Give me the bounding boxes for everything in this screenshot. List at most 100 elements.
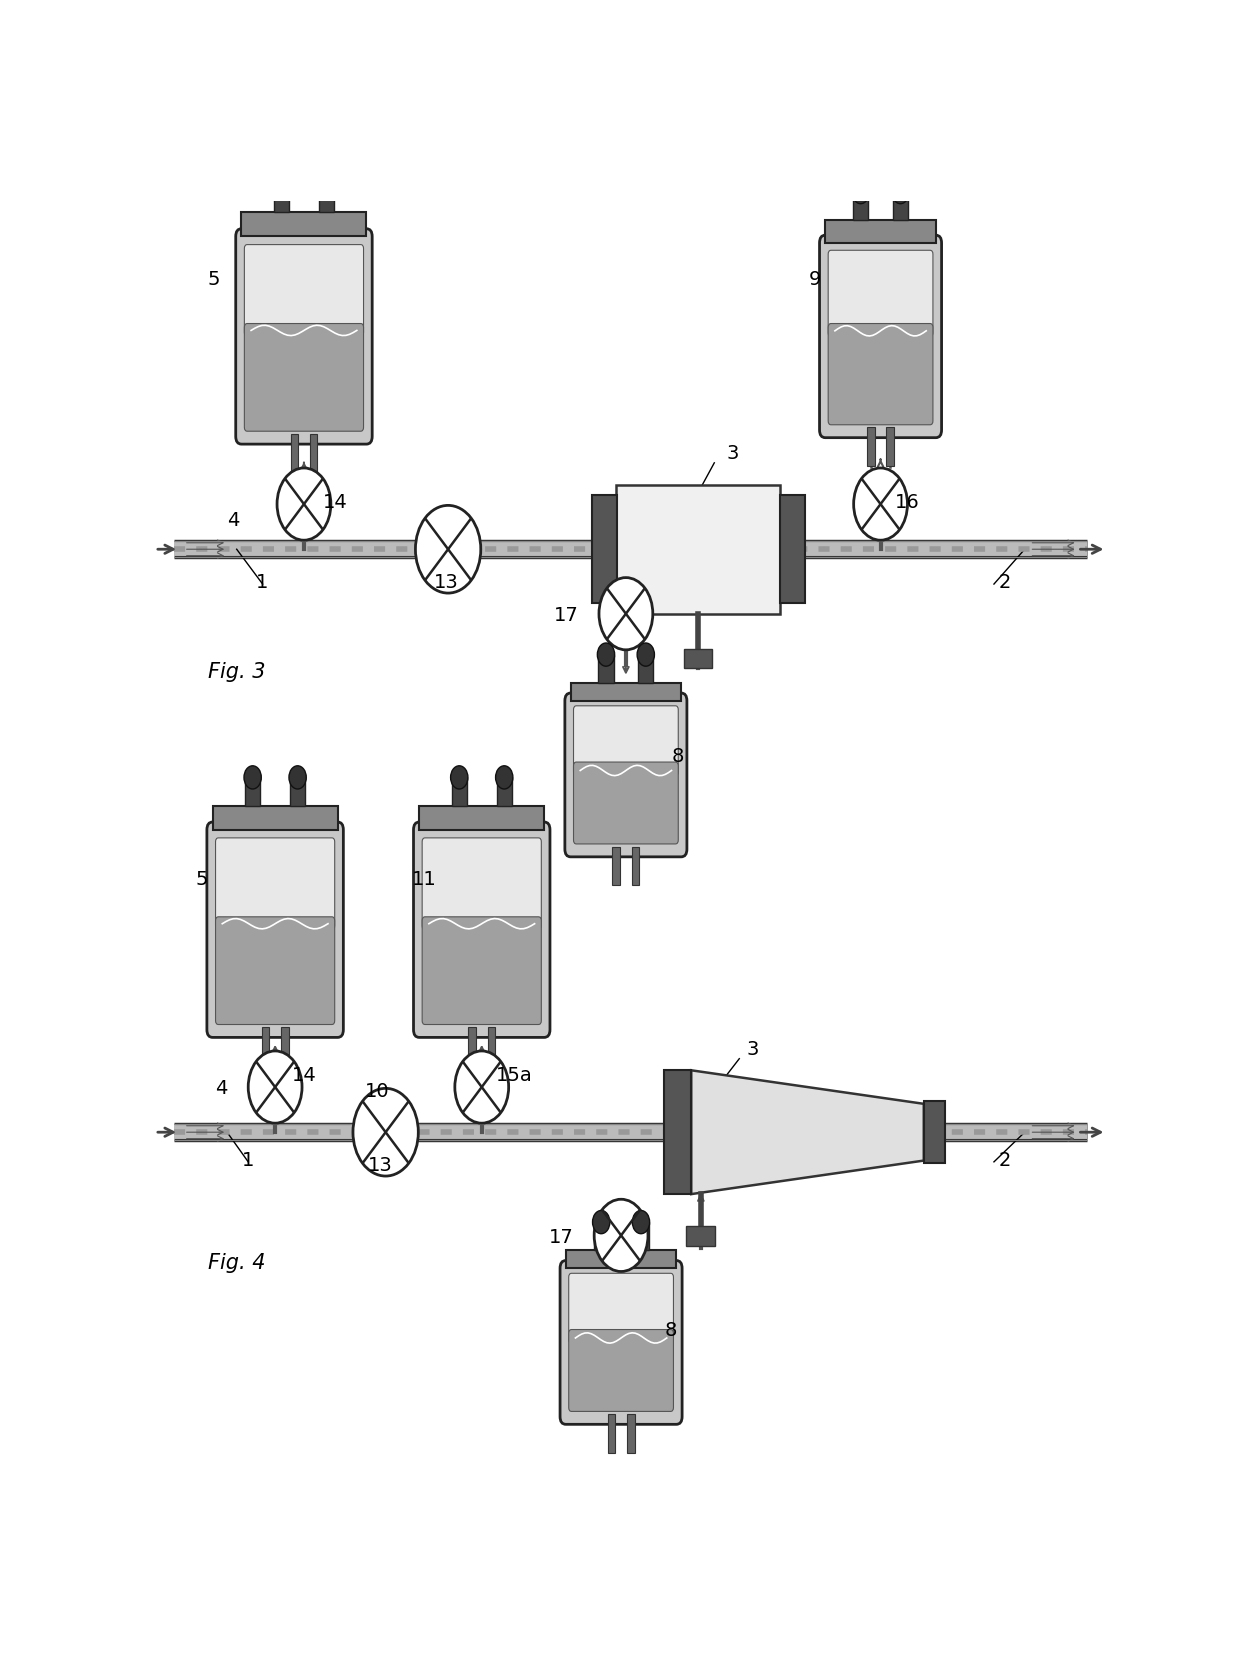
Bar bbox=[924, 1100, 945, 1162]
Bar bbox=[639, 655, 653, 683]
Bar bbox=[262, 1027, 269, 1065]
Text: 9: 9 bbox=[808, 270, 821, 288]
Bar bbox=[469, 1027, 476, 1065]
Text: 4: 4 bbox=[227, 511, 239, 529]
Bar bbox=[242, 213, 367, 236]
Text: 17: 17 bbox=[554, 606, 579, 625]
Text: 14: 14 bbox=[324, 492, 348, 513]
Bar bbox=[319, 184, 334, 213]
Circle shape bbox=[892, 181, 909, 204]
Text: 10: 10 bbox=[365, 1082, 389, 1102]
FancyBboxPatch shape bbox=[820, 235, 941, 437]
Bar bbox=[634, 1223, 649, 1251]
Circle shape bbox=[273, 173, 290, 196]
Bar bbox=[780, 496, 805, 603]
Bar bbox=[487, 1027, 495, 1065]
Circle shape bbox=[593, 1211, 610, 1234]
Bar bbox=[290, 777, 305, 806]
Bar bbox=[613, 846, 620, 884]
Circle shape bbox=[852, 181, 869, 204]
Bar bbox=[599, 655, 614, 683]
Text: 11: 11 bbox=[412, 869, 436, 888]
FancyBboxPatch shape bbox=[569, 1330, 673, 1412]
Text: 3: 3 bbox=[727, 444, 739, 462]
FancyBboxPatch shape bbox=[244, 323, 363, 430]
FancyBboxPatch shape bbox=[422, 838, 542, 930]
Bar bbox=[631, 846, 640, 884]
Circle shape bbox=[632, 1211, 650, 1234]
Circle shape bbox=[637, 643, 655, 667]
Text: 16: 16 bbox=[895, 492, 920, 513]
Bar bbox=[594, 1223, 609, 1251]
Bar bbox=[853, 193, 868, 221]
Circle shape bbox=[599, 578, 652, 650]
FancyBboxPatch shape bbox=[207, 822, 343, 1037]
Circle shape bbox=[317, 173, 335, 196]
Text: 13: 13 bbox=[434, 573, 459, 591]
Text: 8: 8 bbox=[672, 747, 684, 765]
Bar bbox=[281, 1027, 289, 1065]
Circle shape bbox=[594, 1199, 649, 1271]
Bar bbox=[593, 496, 618, 603]
Bar bbox=[565, 1251, 676, 1268]
FancyBboxPatch shape bbox=[569, 1273, 673, 1343]
Circle shape bbox=[450, 765, 467, 789]
Bar bbox=[496, 777, 512, 806]
Bar bbox=[213, 806, 337, 829]
Text: 8: 8 bbox=[665, 1322, 677, 1340]
Bar bbox=[887, 427, 894, 466]
Text: 5: 5 bbox=[208, 270, 221, 288]
Circle shape bbox=[415, 506, 481, 593]
Bar bbox=[570, 683, 681, 700]
Text: 15a: 15a bbox=[496, 1065, 533, 1085]
Text: 14: 14 bbox=[291, 1065, 316, 1085]
Text: 5: 5 bbox=[196, 869, 208, 888]
Bar bbox=[419, 806, 544, 829]
Bar bbox=[246, 777, 260, 806]
Bar bbox=[616, 484, 780, 613]
FancyBboxPatch shape bbox=[422, 916, 542, 1025]
Bar bbox=[683, 648, 712, 668]
FancyBboxPatch shape bbox=[413, 822, 551, 1037]
Circle shape bbox=[277, 467, 331, 541]
Bar bbox=[893, 193, 908, 221]
Bar bbox=[826, 221, 936, 243]
Bar bbox=[867, 427, 874, 466]
Bar bbox=[310, 434, 317, 472]
FancyBboxPatch shape bbox=[236, 229, 372, 444]
Circle shape bbox=[598, 643, 615, 667]
FancyBboxPatch shape bbox=[574, 762, 678, 844]
Circle shape bbox=[244, 765, 262, 789]
Circle shape bbox=[248, 1050, 303, 1124]
Text: 13: 13 bbox=[368, 1156, 393, 1174]
Text: Fig. 3: Fig. 3 bbox=[208, 662, 265, 682]
Circle shape bbox=[289, 765, 306, 789]
Text: 4: 4 bbox=[215, 1079, 227, 1097]
FancyBboxPatch shape bbox=[560, 1261, 682, 1424]
FancyBboxPatch shape bbox=[244, 245, 363, 337]
Polygon shape bbox=[691, 1070, 924, 1194]
Bar bbox=[274, 184, 289, 213]
Circle shape bbox=[455, 1050, 508, 1124]
Circle shape bbox=[853, 467, 908, 541]
Bar bbox=[687, 1226, 715, 1246]
Text: 3: 3 bbox=[746, 1040, 759, 1059]
FancyBboxPatch shape bbox=[565, 693, 687, 858]
FancyBboxPatch shape bbox=[574, 705, 678, 776]
Text: 17: 17 bbox=[549, 1228, 574, 1248]
Text: 1: 1 bbox=[255, 573, 268, 591]
FancyBboxPatch shape bbox=[828, 323, 932, 425]
Circle shape bbox=[496, 765, 513, 789]
Bar bbox=[451, 777, 467, 806]
Bar bbox=[627, 1414, 635, 1452]
FancyBboxPatch shape bbox=[216, 838, 335, 930]
Text: 2: 2 bbox=[998, 573, 1011, 591]
Text: 2: 2 bbox=[998, 1151, 1011, 1169]
FancyBboxPatch shape bbox=[828, 250, 932, 337]
Text: 1: 1 bbox=[242, 1151, 254, 1169]
FancyBboxPatch shape bbox=[216, 916, 335, 1025]
Bar bbox=[665, 1070, 691, 1194]
Bar bbox=[290, 434, 298, 472]
Text: Fig. 4: Fig. 4 bbox=[208, 1253, 265, 1273]
Circle shape bbox=[353, 1089, 418, 1176]
